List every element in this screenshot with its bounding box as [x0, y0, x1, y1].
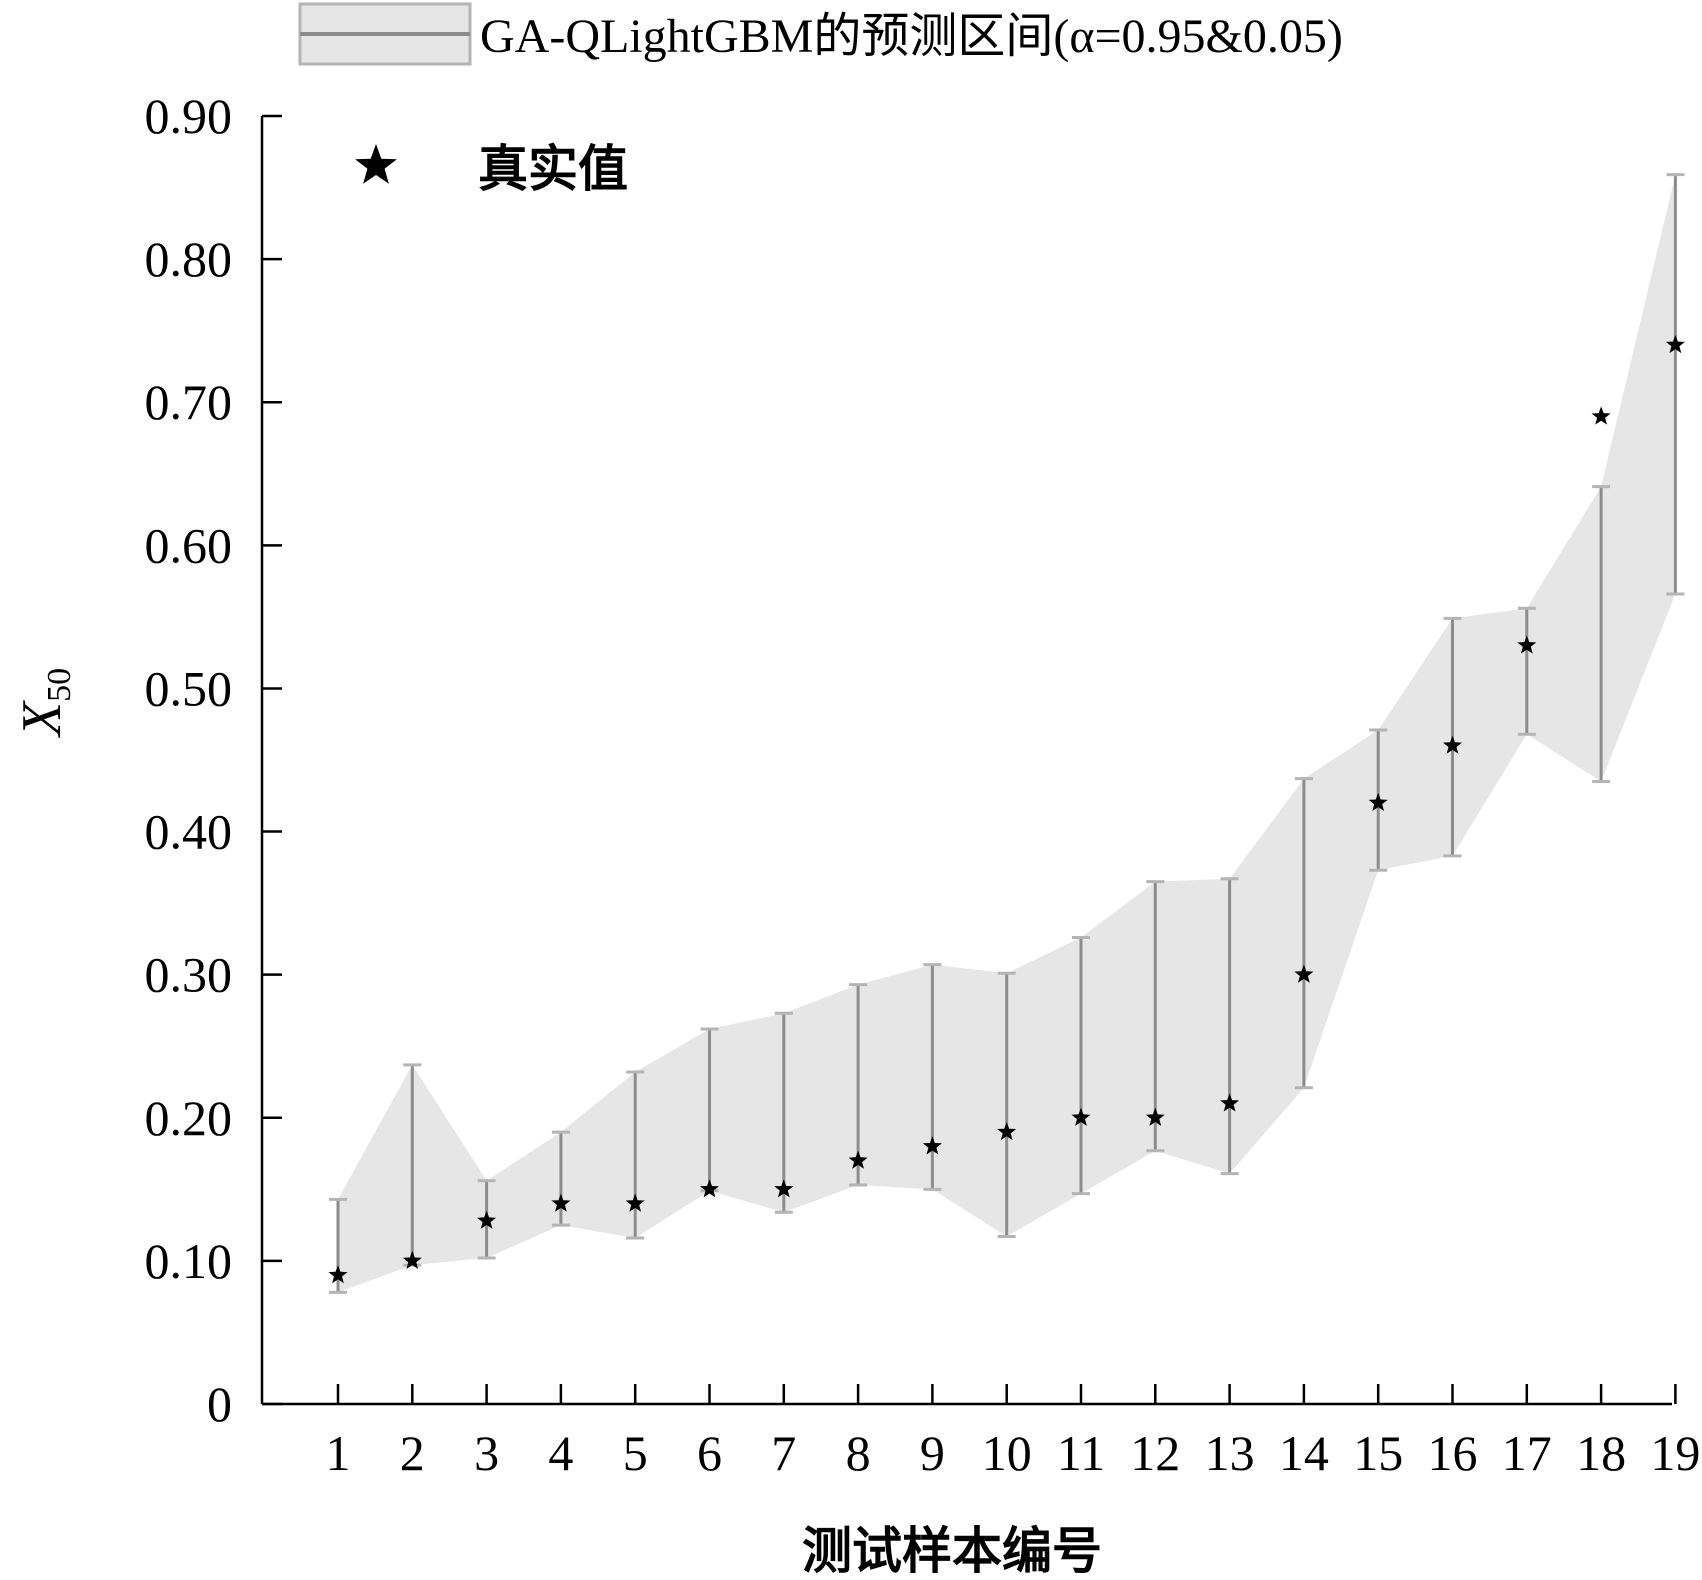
- y-tick-label: 0.40: [145, 804, 233, 860]
- x-tick-label: 7: [771, 1425, 796, 1481]
- real-value-point: [774, 1179, 794, 1198]
- marker-layer: [328, 334, 1685, 1284]
- y-tick-label: 0.50: [145, 660, 233, 716]
- y-tick-label: 0.30: [145, 947, 233, 1003]
- legend-band-label: GA-QLightGBM的预测区间(α=0.95&0.05): [480, 10, 1343, 63]
- real-value-point: [848, 1150, 868, 1169]
- x-tick-label: 12: [1130, 1425, 1180, 1481]
- real-value-point: [477, 1210, 497, 1229]
- real-value-point: [997, 1122, 1017, 1141]
- y-axis-label: X50: [11, 668, 78, 738]
- x-tick-label: 2: [400, 1425, 425, 1481]
- y-tick-label: 0.90: [145, 88, 233, 144]
- x-tick-label: 3: [474, 1425, 499, 1481]
- y-tick-label: 0.80: [145, 231, 233, 287]
- real-value-point: [1220, 1093, 1240, 1112]
- legend-band-entry: GA-QLightGBM的预测区间(α=0.95&0.05): [298, 2, 1343, 66]
- x-tick-label: 6: [697, 1425, 722, 1481]
- real-value-point: [1071, 1107, 1091, 1126]
- real-value-point: [1294, 964, 1314, 983]
- real-value-point: [1368, 792, 1388, 812]
- real-value-point: [328, 1265, 348, 1284]
- x-tick-label: 9: [920, 1425, 945, 1481]
- axis-layer: 00.100.200.300.400.500.600.700.800.901 2 3…: [145, 88, 1701, 1481]
- y-tick-label: 0.70: [145, 374, 233, 430]
- x-tick-label: 14: [1279, 1425, 1329, 1481]
- real-value-point: [699, 1179, 720, 1198]
- real-value-point: [1442, 735, 1463, 754]
- x-tick-label: 16: [1428, 1425, 1478, 1481]
- x-tick-label: 5: [623, 1425, 648, 1481]
- x-tick-label: 15: [1353, 1425, 1403, 1481]
- real-value-point: [1517, 635, 1537, 654]
- real-value-point: [402, 1250, 422, 1269]
- y-tick-label: 0.10: [145, 1233, 233, 1289]
- x-axis-label: 测试样本编号: [802, 1522, 1102, 1580]
- y-axis-label-subscript: 50: [41, 668, 78, 702]
- y-tick-label: 0.20: [145, 1090, 233, 1146]
- x-tick-label: 18: [1576, 1425, 1626, 1481]
- y-axis-label-main: X: [11, 699, 73, 738]
- x-tick-label: 8: [846, 1425, 871, 1481]
- real-value-point: [551, 1193, 571, 1212]
- real-value-point: [1145, 1107, 1165, 1126]
- real-value-point: [625, 1193, 645, 1212]
- real-value-point: [922, 1136, 942, 1155]
- x-tick-label: 19: [1650, 1425, 1700, 1481]
- real-value-point: [1591, 406, 1611, 425]
- x-tick-label: 17: [1502, 1425, 1552, 1481]
- legend-star-icon: [355, 144, 397, 184]
- svg-text:X50: X50: [11, 668, 78, 738]
- x-tick-label: 13: [1205, 1425, 1255, 1481]
- x-tick-label: 11: [1057, 1425, 1105, 1481]
- y-tick-label: 0.60: [145, 517, 233, 573]
- x-tick-label: 10: [982, 1425, 1032, 1481]
- real-value-point: [1665, 334, 1685, 354]
- y-tick-label: 0: [207, 1376, 232, 1432]
- x-tick-label: 4: [548, 1425, 573, 1481]
- x-tick-label: 1: [326, 1425, 351, 1481]
- legend-marker-label: 真实值: [478, 140, 628, 198]
- legend-marker-entry: 真实值: [355, 140, 628, 198]
